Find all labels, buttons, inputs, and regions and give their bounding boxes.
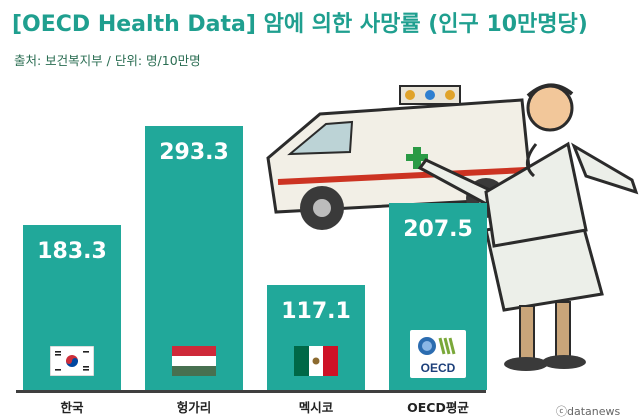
category-label: 한국 xyxy=(60,400,84,415)
oecd-logo-icon: OECD xyxy=(410,330,466,378)
category-label: 헝가리 xyxy=(176,400,212,415)
bar-4: 207.5 OECD xyxy=(389,203,487,390)
chart-baseline xyxy=(16,390,486,393)
bar-1: 183.3 xyxy=(23,225,121,390)
bar-value-label: 207.5 xyxy=(403,217,473,242)
doctor-ambulance-illustration xyxy=(266,83,639,371)
category-label: 멕시코 xyxy=(298,400,334,415)
bar-value-label: 117.1 xyxy=(281,299,351,324)
hungary-flag-icon xyxy=(172,346,216,376)
south-korea-flag-icon xyxy=(49,345,95,377)
bar-value-label: 293.3 xyxy=(159,140,229,165)
doctor-illustration xyxy=(417,83,639,371)
bar-3: 117.1 xyxy=(267,285,365,390)
svg-text:OECD: OECD xyxy=(421,361,456,375)
chart-title: [OECD Health Data] 암에 의한 사망률 (인구 10만명당) xyxy=(12,12,588,37)
credit-text: ⓒdatanews xyxy=(556,405,621,418)
chart-subtitle: 출처: 보건복지부 / 단위: 명/10만명 xyxy=(14,53,201,68)
bar-2: 293.3 xyxy=(145,126,243,390)
mexico-flag-icon xyxy=(294,346,338,376)
bar-value-label: 183.3 xyxy=(37,239,107,264)
category-label: OECD평균 xyxy=(407,400,469,415)
